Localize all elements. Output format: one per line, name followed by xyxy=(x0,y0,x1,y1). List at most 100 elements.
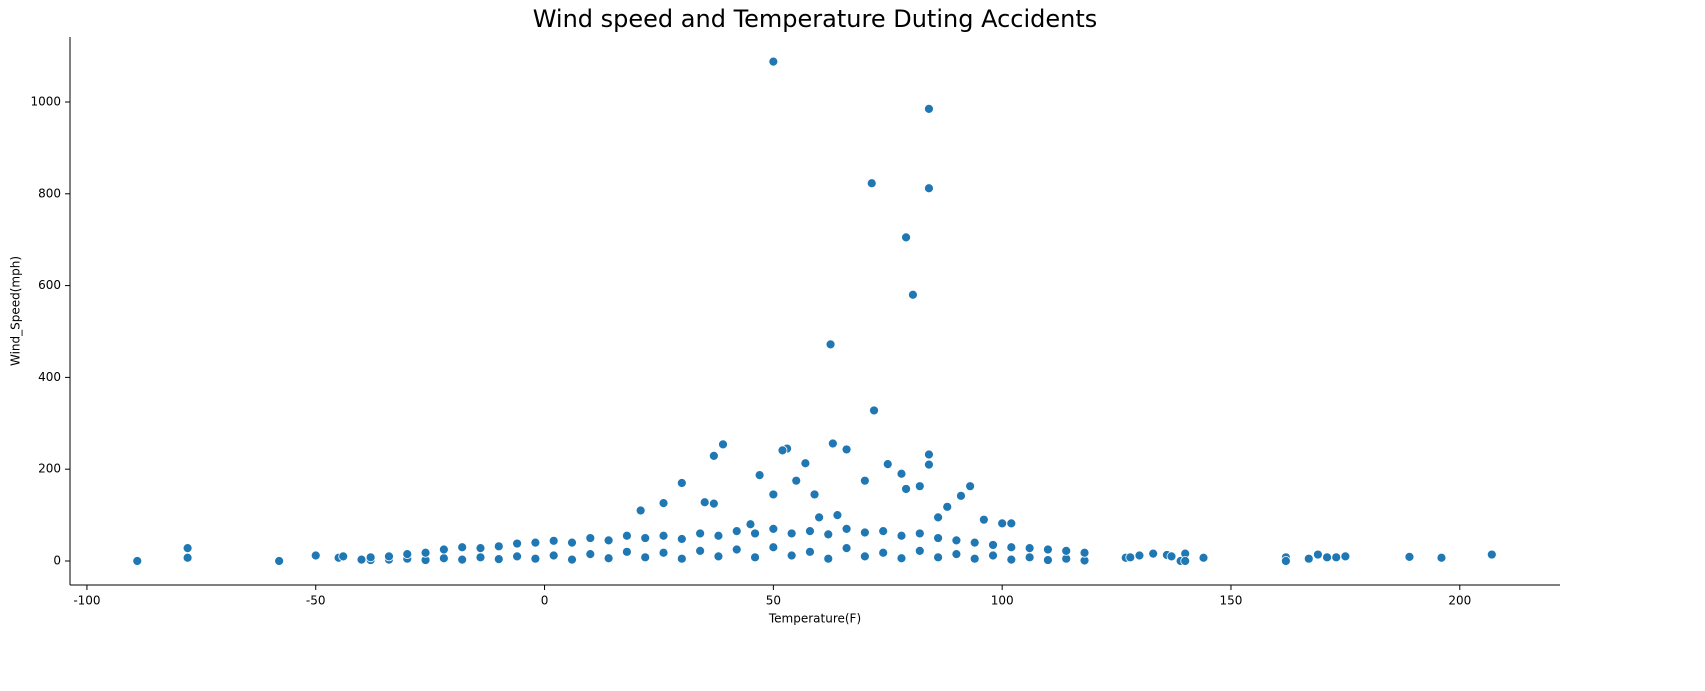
point xyxy=(988,550,998,561)
point xyxy=(786,528,797,539)
point xyxy=(1006,518,1017,529)
point xyxy=(548,535,559,546)
point xyxy=(768,542,779,553)
point xyxy=(933,552,943,563)
point xyxy=(1134,550,1145,561)
point xyxy=(914,481,925,492)
point xyxy=(933,533,943,543)
point xyxy=(603,535,614,546)
point xyxy=(338,551,349,562)
point xyxy=(777,445,788,456)
point xyxy=(530,537,541,548)
point xyxy=(512,551,522,562)
point xyxy=(988,540,998,550)
point xyxy=(859,475,870,486)
point xyxy=(859,551,870,562)
point xyxy=(745,519,756,530)
x-tick-label: 150 xyxy=(1220,594,1243,608)
point xyxy=(530,553,541,564)
point xyxy=(969,537,980,548)
point xyxy=(978,514,989,525)
y-tick-label: 400 xyxy=(38,370,61,384)
point xyxy=(1061,545,1072,556)
point xyxy=(750,528,760,539)
point xyxy=(365,552,376,563)
point xyxy=(1006,542,1017,553)
point xyxy=(924,459,934,470)
point xyxy=(310,550,321,561)
point xyxy=(718,439,728,450)
point xyxy=(731,526,742,537)
y-axis-label: Wind_Speed(mph) xyxy=(9,256,23,366)
point xyxy=(896,468,907,479)
point xyxy=(924,183,934,194)
point xyxy=(956,490,966,501)
point xyxy=(754,470,765,481)
point xyxy=(805,526,815,537)
point xyxy=(356,554,367,565)
point xyxy=(475,543,486,554)
y-tick-label: 0 xyxy=(53,553,61,567)
x-tick-label: 200 xyxy=(1448,594,1471,608)
point xyxy=(567,554,577,565)
y-tick-label: 600 xyxy=(38,278,61,292)
point xyxy=(493,554,504,565)
point xyxy=(635,505,646,516)
point xyxy=(1043,555,1053,565)
y-tick-label: 200 xyxy=(38,462,61,476)
point xyxy=(827,438,838,449)
point xyxy=(965,481,976,492)
point xyxy=(882,459,893,470)
point xyxy=(1043,544,1053,555)
point xyxy=(695,545,706,556)
point xyxy=(1024,552,1035,563)
point xyxy=(182,552,193,563)
point xyxy=(1198,552,1209,563)
point xyxy=(676,553,687,564)
point xyxy=(841,444,852,455)
point xyxy=(823,529,834,540)
point xyxy=(1436,552,1447,563)
point xyxy=(585,533,596,543)
point xyxy=(622,546,632,557)
y-tick-label: 1000 xyxy=(30,94,61,108)
point xyxy=(825,339,836,350)
point xyxy=(585,549,596,560)
point xyxy=(823,553,834,564)
point xyxy=(438,553,449,564)
point xyxy=(402,549,413,560)
point xyxy=(699,497,710,508)
point xyxy=(924,103,934,114)
point xyxy=(832,510,843,520)
point xyxy=(1340,551,1351,562)
point xyxy=(841,523,852,534)
point xyxy=(457,542,468,553)
point xyxy=(809,489,820,500)
point xyxy=(869,405,879,416)
x-tick-label: 50 xyxy=(766,594,781,608)
point xyxy=(841,543,852,554)
point xyxy=(457,554,468,565)
point xyxy=(969,553,980,564)
point xyxy=(708,450,719,461)
point xyxy=(1280,556,1291,566)
point xyxy=(603,553,614,564)
point xyxy=(640,533,651,543)
point xyxy=(951,535,962,546)
x-tick-label: 0 xyxy=(541,594,549,608)
point xyxy=(658,498,669,509)
point xyxy=(695,528,706,539)
point xyxy=(438,544,449,555)
point xyxy=(1486,549,1497,560)
point xyxy=(866,178,877,189)
point xyxy=(901,484,911,494)
point xyxy=(567,537,577,548)
point xyxy=(475,552,486,563)
point xyxy=(768,523,779,534)
point xyxy=(622,530,632,541)
point xyxy=(384,551,394,562)
y-tick-label: 800 xyxy=(38,186,61,200)
point xyxy=(800,458,811,469)
point xyxy=(805,546,815,557)
point xyxy=(942,501,953,512)
